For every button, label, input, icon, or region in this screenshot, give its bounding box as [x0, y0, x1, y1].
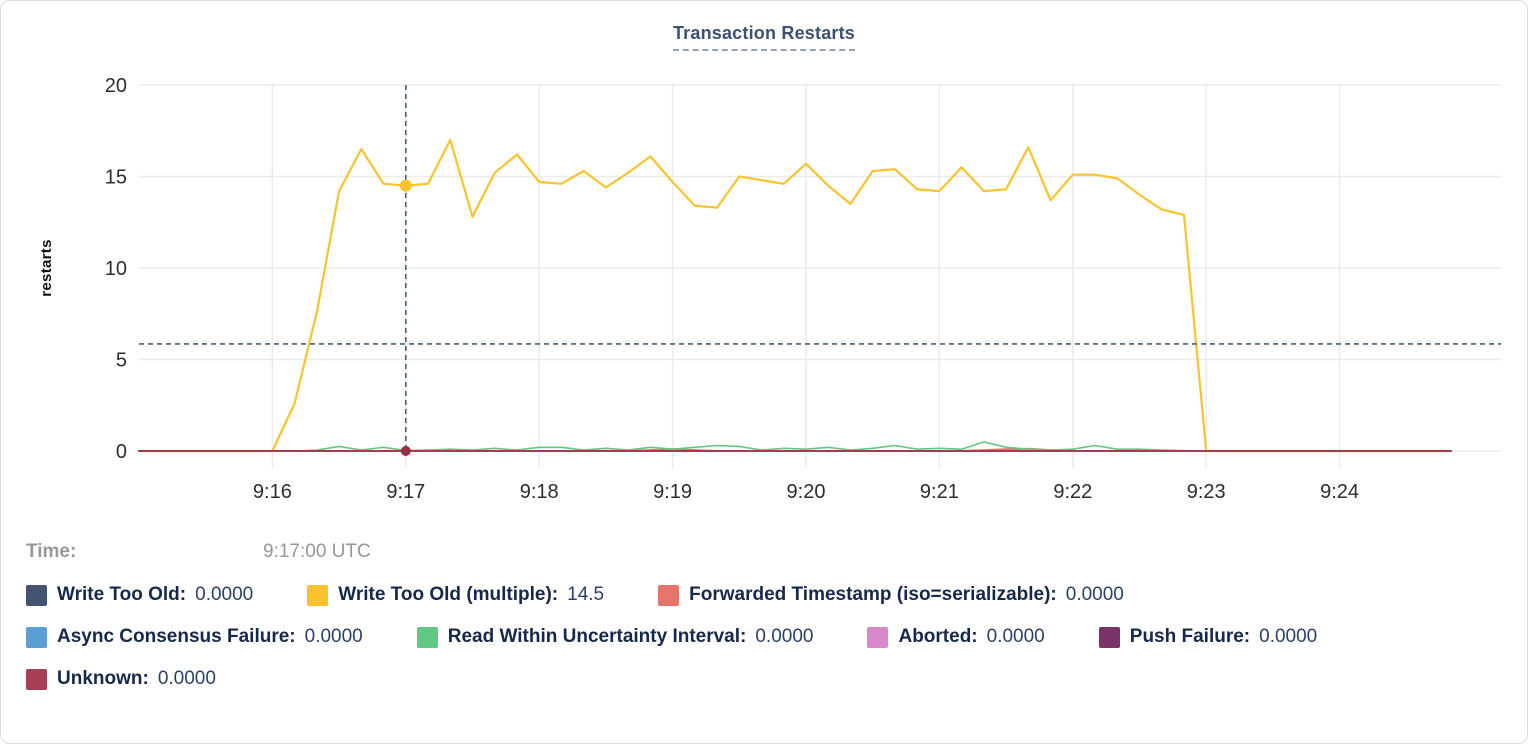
legend-swatch: [26, 668, 47, 690]
legend-row: Async Consensus Failure: 0.0000 Read Withi…: [26, 626, 1512, 648]
transaction-restarts-chart[interactable]: 0 5 10 15 20 9:16 9:17 9:18 9:19 9:20 9:21 9:22 9:23…: [1, 1, 1528, 529]
x-tick-label: 9:18: [520, 481, 559, 503]
legend-row: Write Too Old: 0.0000 Write Too Old (multi…: [26, 584, 1512, 606]
legend-label: Aborted:: [898, 626, 978, 647]
chart-header: Transaction Restarts: [1, 23, 1527, 51]
legend-row: Unknown: 0.0000: [26, 668, 1512, 690]
legend-value: 0.0000: [195, 584, 254, 605]
x-tick-label: 9:20: [787, 481, 826, 503]
legend-swatch: [416, 626, 438, 648]
x-tick-label: 9:19: [653, 481, 692, 503]
legend-swatch: [26, 626, 47, 648]
hover-dot-write-too-old-multiple: [399, 179, 412, 192]
hover-time-row: Time: 9:17:00 UTC: [26, 541, 371, 563]
y-tick-label: 0: [116, 441, 127, 463]
legend-label: Write Too Old:: [57, 584, 187, 605]
legend-swatch: [658, 584, 680, 606]
legend-swatch: [26, 584, 47, 606]
legend-value: 0.0000: [986, 626, 1045, 647]
legend-label: Forwarded Timestamp (iso=serializable):: [689, 584, 1057, 605]
legend-value: 0.0000: [755, 626, 814, 647]
legend-value: 0.0000: [157, 668, 216, 689]
series-line-write-too-old-multiple: [137, 138, 1452, 453]
legend-item-aborted: Aborted: 0.0000: [867, 626, 1045, 648]
y-tick-label: 15: [105, 167, 127, 189]
legend-item-unknown: Unknown: 0.0000: [26, 668, 216, 690]
hover-dot-unknown: [400, 446, 411, 456]
series-line-read-within-uncertainty-interval: [138, 441, 1452, 452]
legend-label: Push Failure:: [1129, 626, 1251, 647]
x-tick-label: 9:17: [386, 481, 425, 503]
hover-time-value: 9:17:00 UTC: [263, 541, 371, 562]
chart-legend: Write Too Old: 0.0000 Write Too Old (multi…: [26, 584, 1512, 710]
x-tick-label: 9:22: [1053, 481, 1092, 503]
legend-label: Unknown:: [57, 668, 149, 689]
x-tick-label: 9:16: [253, 481, 292, 503]
legend-value: 14.5: [567, 584, 605, 605]
legend-item-write-too-old-multiple: Write Too Old (multiple): 14.5: [307, 584, 604, 606]
legend-item-async-consensus-failure: Async Consensus Failure: 0.0000: [26, 626, 363, 648]
chart-title[interactable]: Transaction Restarts: [672, 23, 856, 51]
legend-item-write-too-old: Write Too Old: 0.0000: [26, 584, 253, 606]
y-tick-label: 5: [116, 350, 127, 372]
x-tick-label: 9:23: [1187, 481, 1226, 503]
x-tick-label: 9:24: [1320, 481, 1359, 503]
legend-value: 0.0000: [304, 626, 363, 647]
hover-time-label: Time:: [26, 541, 77, 562]
legend-item-forwarded-timestamp-iso-serializable: Forwarded Timestamp (iso=serializable): 0…: [658, 584, 1124, 606]
legend-swatch: [307, 584, 329, 606]
y-axis-label: restarts: [38, 239, 55, 296]
legend-label: Write Too Old (multiple):: [338, 584, 559, 605]
legend-swatch: [867, 626, 889, 648]
legend-value: 0.0000: [1259, 626, 1318, 647]
y-tick-label: 20: [105, 75, 127, 97]
legend-item-push-failure: Push Failure: 0.0000: [1098, 626, 1318, 648]
legend-swatch: [1098, 626, 1120, 648]
y-tick-label: 10: [105, 258, 127, 280]
legend-label: Read Within Uncertainty Interval:: [447, 626, 747, 647]
legend-label: Async Consensus Failure:: [57, 626, 296, 647]
legend-value: 0.0000: [1065, 584, 1124, 605]
x-tick-label: 9:21: [920, 481, 959, 503]
legend-item-read-within-uncertainty-interval: Read Within Uncertainty Interval: 0.0000: [416, 626, 814, 648]
